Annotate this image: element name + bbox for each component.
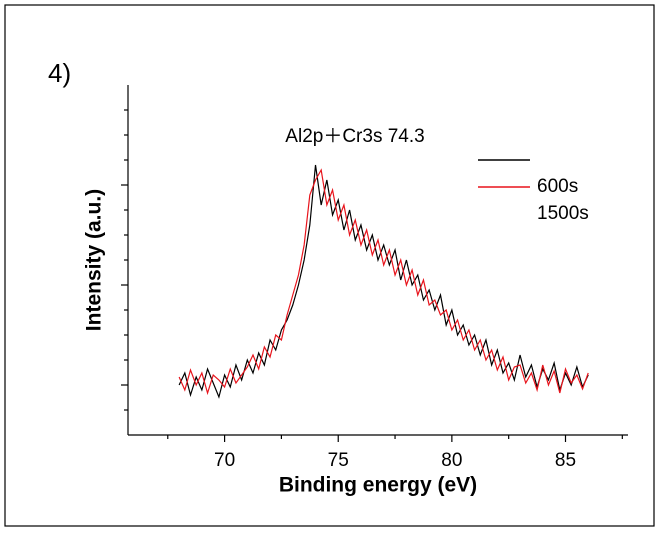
x-tick-label: 80 <box>441 450 462 471</box>
x-tick-label: 70 <box>214 450 235 471</box>
panel-label: 4) <box>48 58 71 88</box>
data-line <box>178 168 589 396</box>
frame <box>4 4 655 527</box>
x-tick-label: 85 <box>555 450 576 471</box>
annotation: Al2p＋Cr3s 74.3 <box>285 126 424 147</box>
legend-label: 600s <box>537 176 578 197</box>
data-line <box>178 164 589 399</box>
x-tick-label: 75 <box>328 450 349 471</box>
legend-label: 1500s <box>537 203 589 224</box>
y-axis-label: Intensity (a.u.) <box>83 189 106 331</box>
x-axis-label: Binding energy (eV) <box>279 474 477 497</box>
